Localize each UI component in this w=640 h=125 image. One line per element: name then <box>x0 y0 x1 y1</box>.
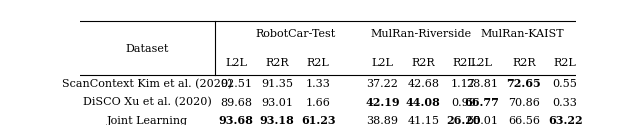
Text: 63.22: 63.22 <box>548 115 582 125</box>
Text: DiSCO Xu et al. (2020): DiSCO Xu et al. (2020) <box>83 97 211 108</box>
Text: 1.17: 1.17 <box>451 79 476 89</box>
Text: R2L: R2L <box>307 58 330 68</box>
Text: 26.20: 26.20 <box>446 115 481 125</box>
Text: 91.35: 91.35 <box>261 79 293 89</box>
Text: 72.65: 72.65 <box>506 78 541 89</box>
Text: 93.01: 93.01 <box>261 98 293 108</box>
Text: 1.33: 1.33 <box>306 79 330 89</box>
Text: 42.19: 42.19 <box>365 97 400 108</box>
Text: 44.08: 44.08 <box>406 97 440 108</box>
Text: 0.33: 0.33 <box>553 98 577 108</box>
Text: R2R: R2R <box>265 58 289 68</box>
Text: R2L: R2L <box>452 58 475 68</box>
Text: 0.55: 0.55 <box>553 79 577 89</box>
Text: 61.23: 61.23 <box>301 115 335 125</box>
Text: 28.81: 28.81 <box>466 79 498 89</box>
Text: 93.68: 93.68 <box>219 115 253 125</box>
Text: 89.68: 89.68 <box>220 98 252 108</box>
Text: RobotCar-Test: RobotCar-Test <box>255 29 336 39</box>
Text: R2R: R2R <box>512 58 536 68</box>
Text: Dataset: Dataset <box>125 44 169 54</box>
Text: MulRan-KAIST: MulRan-KAIST <box>481 29 564 39</box>
Text: L2L: L2L <box>225 58 247 68</box>
Text: 93.18: 93.18 <box>260 115 294 125</box>
Text: 37.22: 37.22 <box>367 79 399 89</box>
Text: Joint Learning: Joint Learning <box>106 116 188 125</box>
Text: 41.15: 41.15 <box>407 116 439 125</box>
Text: MulRan-Riverside: MulRan-Riverside <box>371 29 472 39</box>
Text: R2L: R2L <box>554 58 577 68</box>
Text: R2R: R2R <box>412 58 435 68</box>
Text: 70.86: 70.86 <box>508 98 540 108</box>
Text: 42.68: 42.68 <box>407 79 439 89</box>
Text: 66.77: 66.77 <box>465 97 499 108</box>
Text: 65.01: 65.01 <box>466 116 498 125</box>
Text: L2L: L2L <box>372 58 394 68</box>
Text: 66.56: 66.56 <box>508 116 540 125</box>
Text: 0.99: 0.99 <box>451 98 476 108</box>
Text: 38.89: 38.89 <box>367 116 399 125</box>
Text: 1.66: 1.66 <box>306 98 330 108</box>
Text: 92.51: 92.51 <box>220 79 252 89</box>
Text: L2L: L2L <box>471 58 493 68</box>
Text: ScanContext Kim et al. (2020): ScanContext Kim et al. (2020) <box>62 79 232 89</box>
